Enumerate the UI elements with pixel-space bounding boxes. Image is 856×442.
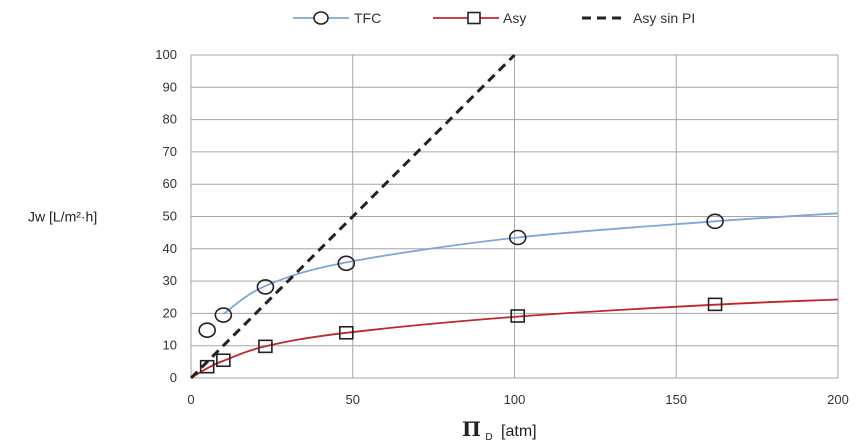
x-tick-label: 200 <box>827 392 849 407</box>
legend: TFC Asy Asy sin PI <box>293 10 695 26</box>
asy-point <box>707 297 723 312</box>
y-tick-label: 50 <box>163 209 177 224</box>
series-tfc <box>198 212 839 338</box>
legend-marker <box>313 11 329 25</box>
tfc-point <box>214 307 233 323</box>
x-tick-label: 50 <box>346 392 360 407</box>
legend-item-asy: Asy <box>433 10 526 26</box>
x-axis-subscript: D <box>485 432 492 442</box>
x-tick-labels: 0 50 100 150 200 <box>187 392 848 407</box>
x-tick-label: 150 <box>665 392 687 407</box>
series-asy-sin-pi <box>189 53 516 380</box>
x-axis-unit: [atm] <box>501 423 537 440</box>
y-axis-title: Jw [L/m²·h] <box>28 209 97 225</box>
y-tick-label: 40 <box>163 241 177 256</box>
y-tick-label: 10 <box>163 338 177 353</box>
series-layer <box>189 53 839 380</box>
y-tick-label: 20 <box>163 305 177 320</box>
y-tick-label: 0 <box>170 370 177 385</box>
tfc-line <box>222 212 839 315</box>
y-tick-label: 30 <box>163 273 177 288</box>
legend-label: TFC <box>354 10 381 26</box>
x-tick-label: 0 <box>187 392 194 407</box>
series-asy <box>190 297 839 379</box>
y-tick-label: 60 <box>163 176 177 191</box>
tfc-point <box>706 213 724 230</box>
asy-point <box>216 353 231 368</box>
asy-point <box>510 309 526 323</box>
legend-item-asy-sin-pi: Asy sin PI <box>582 10 695 26</box>
y-tick-label: 80 <box>163 112 177 127</box>
tfc-point <box>256 279 275 295</box>
tfc-point <box>337 255 356 272</box>
y-tick-label: 70 <box>163 144 177 159</box>
y-tick-label: 90 <box>163 79 177 94</box>
asy-point <box>258 339 273 354</box>
y-tick-labels: 0 10 20 30 40 50 60 70 80 90 100 <box>155 47 177 385</box>
x-axis-title: Π D [atm] <box>462 417 537 442</box>
legend-label: Asy sin PI <box>633 10 695 26</box>
legend-label: Asy <box>503 10 526 26</box>
tfc-point <box>198 322 216 338</box>
tfc-point <box>508 229 527 246</box>
legend-marker <box>467 11 481 25</box>
x-tick-label: 100 <box>504 392 526 407</box>
asy-sin-pi-line <box>189 53 516 380</box>
legend-item-tfc: TFC <box>293 10 381 26</box>
x-axis-symbol: Π <box>462 417 481 441</box>
y-tick-label: 100 <box>155 47 177 62</box>
asy-point <box>338 325 354 340</box>
